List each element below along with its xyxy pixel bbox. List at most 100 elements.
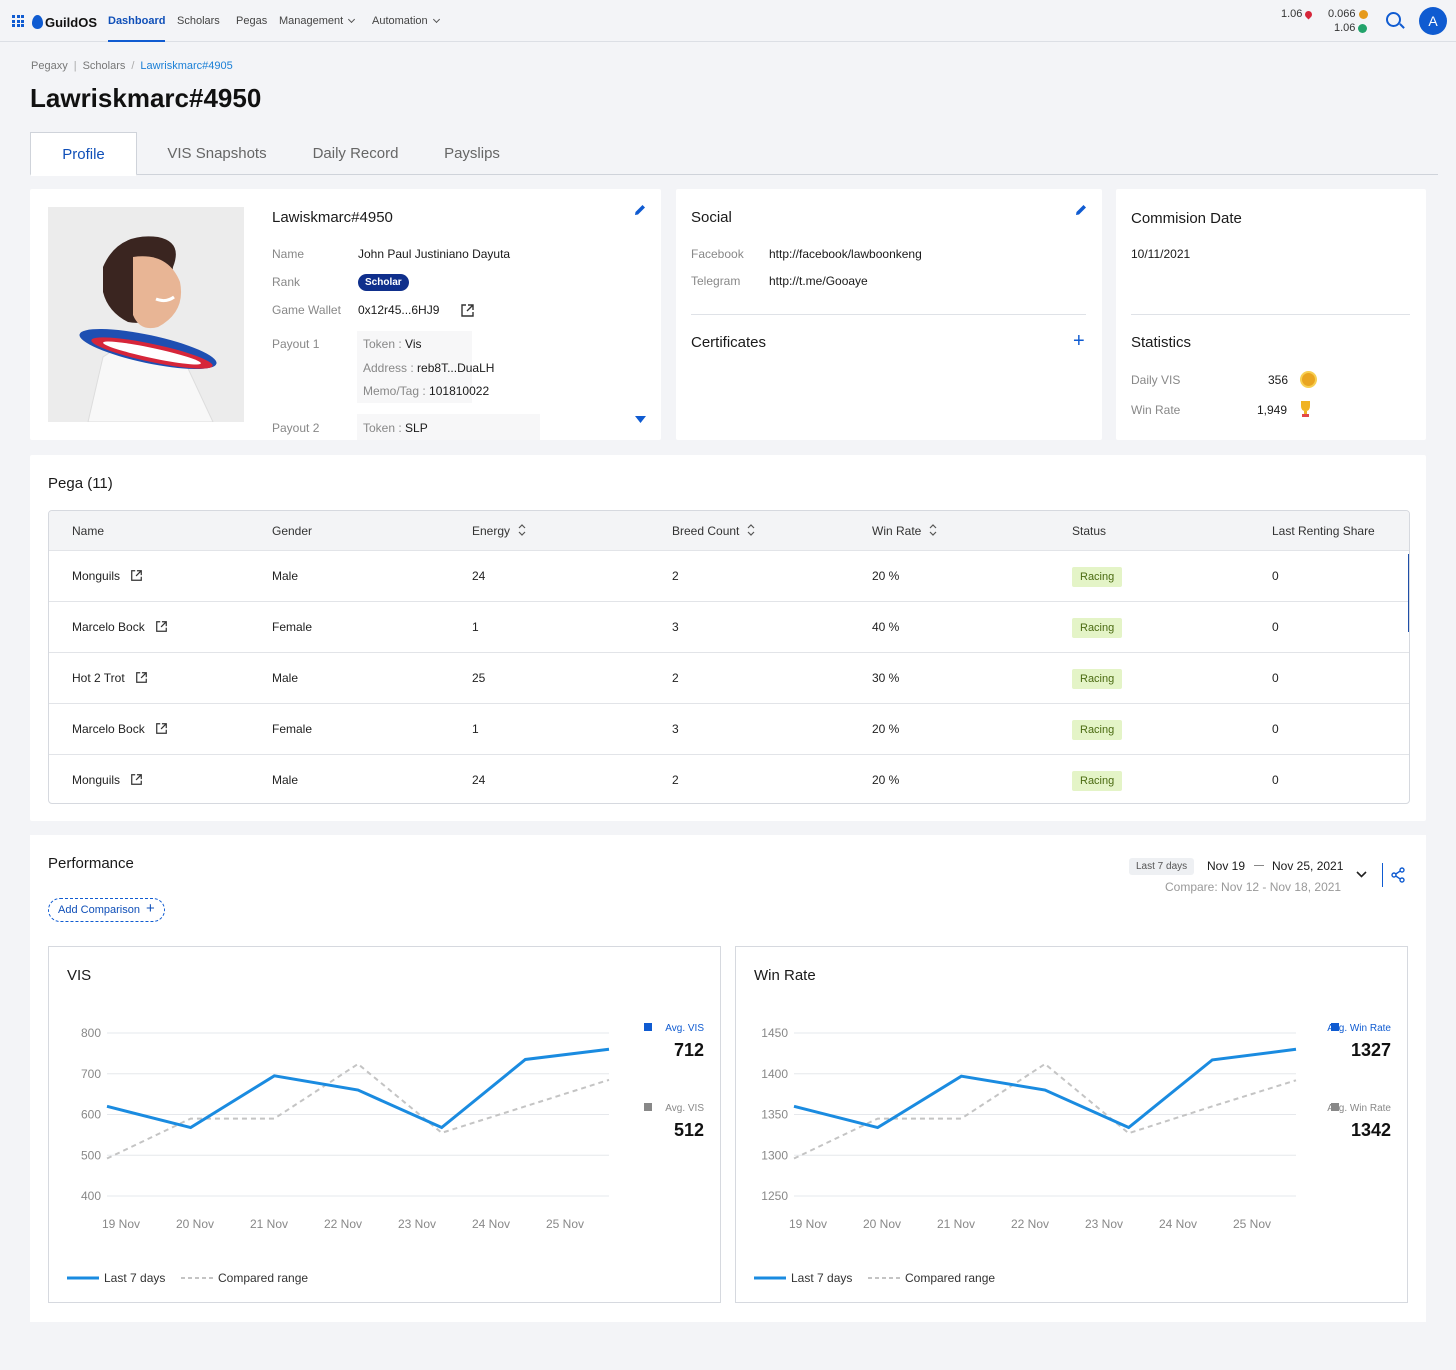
col-energy[interactable]: Energy — [472, 511, 526, 551]
table-scrollbar[interactable] — [1408, 554, 1409, 632]
chart-svg: VIS 400 500 600 700 800 19 Nov 20 Nov 21 Nov 22 N… — [67, 967, 704, 1285]
status-badge: Racing — [1072, 617, 1123, 638]
sort-icon — [518, 524, 526, 536]
share-icon[interactable] — [1390, 867, 1406, 883]
pega-name[interactable]: Marcelo Bock — [72, 722, 145, 736]
pega-name[interactable]: Marcelo Bock — [72, 620, 145, 634]
avg-value: 712 — [674, 1040, 704, 1060]
pega-name-cell[interactable]: Marcelo Bock — [72, 704, 168, 754]
facebook-link[interactable]: http://facebook/lawboonkeng — [769, 247, 922, 261]
payout1-address-label: Address : — [363, 361, 414, 375]
tab-daily-record[interactable]: Daily Record — [312, 145, 399, 162]
external-link-icon[interactable] — [155, 620, 168, 633]
x-tick-label: 25 Nov — [1233, 1217, 1271, 1231]
pega-last-renting-share: 0 — [1272, 569, 1279, 583]
avg-label: Avg. Win Rate — [1327, 1103, 1391, 1114]
gold-coin-icon — [1358, 9, 1368, 19]
tab-payslips[interactable]: Payslips — [444, 145, 500, 162]
avg-swatch — [644, 1103, 652, 1111]
x-tick-label: 23 Nov — [398, 1217, 436, 1231]
external-link-icon[interactable] — [130, 773, 143, 786]
profile-photo — [48, 207, 244, 422]
pega-status-cell: Racing — [1072, 551, 1123, 601]
table-row[interactable]: Monguils Male 24 2 20 % Racing 0 — [49, 754, 1409, 803]
payout2-token-value: SLP — [405, 421, 428, 435]
series-line-compared-range — [106, 1062, 610, 1160]
daily-vis-label: Daily VIS — [1131, 373, 1181, 387]
external-link-icon[interactable] — [460, 303, 475, 318]
table-row[interactable]: Marcelo Bock Female 1 3 20 % Racing 0 — [49, 703, 1409, 754]
chevron-down-icon[interactable] — [1356, 871, 1367, 878]
y-tick-label: 1300 — [761, 1148, 788, 1162]
chart-title: Win Rate — [754, 967, 816, 984]
pega-name-cell[interactable]: Monguils — [72, 551, 143, 601]
logo[interactable]: GuildOS — [32, 12, 97, 32]
tab-profile[interactable]: Profile — [30, 132, 137, 176]
pega-name-cell[interactable]: Monguils — [72, 755, 143, 803]
expand-down-icon[interactable] — [635, 416, 646, 423]
pega-breed-count: 2 — [672, 671, 679, 685]
certificates-title: Certificates — [691, 334, 767, 351]
apps-grid-icon[interactable] — [12, 15, 24, 27]
range-chip[interactable]: Last 7 days — [1129, 858, 1195, 875]
nav-dashboard[interactable]: Dashboard — [108, 0, 166, 42]
telegram-link[interactable]: http://t.me/Gooaye — [769, 274, 868, 288]
balance-c: 1.06 — [1334, 22, 1368, 36]
legend-label-last-7-days: Last 7 days — [104, 1271, 165, 1285]
breadcrumb-current[interactable]: Lawriskmarc#4905 — [140, 60, 233, 72]
pega-name-cell[interactable]: Hot 2 Trot — [72, 653, 148, 703]
legend-label-compared-range: Compared range — [218, 1271, 308, 1285]
edit-profile-pencil-icon[interactable] — [633, 203, 647, 217]
date-from[interactable]: Nov 19 — [1207, 859, 1246, 873]
col-win-rate[interactable]: Win Rate — [872, 511, 937, 551]
table-row[interactable]: Hot 2 Trot Male 25 2 30 % Racing 0 — [49, 652, 1409, 703]
pega-status-cell: Racing — [1072, 602, 1123, 652]
pega-breed-count: 3 — [672, 722, 679, 736]
edit-social-pencil-icon[interactable] — [1074, 203, 1088, 217]
search-icon[interactable] — [1386, 12, 1401, 27]
table-row[interactable]: Monguils Male 24 2 20 % Racing 0 — [49, 550, 1409, 601]
add-comparison-button[interactable]: Add Comparison + — [48, 898, 165, 922]
pega-win-rate: 20 % — [872, 569, 900, 583]
pega-last-renting-share: 0 — [1272, 620, 1279, 634]
x-tick-label: 19 Nov — [102, 1217, 140, 1231]
add-certificate-plus-icon[interactable]: + — [1073, 330, 1085, 352]
vis-chart-card: VIS 400 500 600 700 800 19 Nov 20 Nov 21 Nov 22 N… — [48, 946, 721, 1303]
nav-pegas[interactable]: Pegas — [236, 15, 268, 27]
avg-label: Avg. VIS — [665, 1023, 704, 1034]
external-link-icon[interactable] — [135, 671, 148, 684]
wallet-value: 0x12r45...6HJ9 — [358, 303, 440, 317]
nav-automation[interactable]: Automation — [372, 0, 440, 42]
tab-vis-snapshots[interactable]: VIS Snapshots — [167, 145, 267, 162]
y-tick-label: 1450 — [761, 1026, 788, 1040]
pega-gender: Male — [272, 569, 299, 583]
avg-value: 1327 — [1351, 1040, 1391, 1060]
series-line-last-7-days — [793, 1047, 1297, 1130]
breadcrumb-separator: | — [73, 60, 77, 72]
pega-name[interactable]: Monguils — [72, 773, 121, 787]
series-line-last-7-days — [106, 1047, 610, 1130]
col-breed-count[interactable]: Breed Count — [672, 511, 755, 551]
external-link-icon[interactable] — [155, 722, 168, 735]
x-tick-label: 24 Nov — [1159, 1217, 1197, 1231]
pega-name-cell[interactable]: Marcelo Bock — [72, 602, 168, 652]
user-avatar[interactable]: A — [1419, 7, 1447, 35]
pega-name[interactable]: Hot 2 Trot — [72, 671, 125, 685]
pega-name[interactable]: Monguils — [72, 569, 121, 583]
breadcrumb-pegaxy[interactable]: Pegaxy — [31, 60, 68, 72]
breadcrumb-scholars[interactable]: Scholars — [82, 60, 126, 72]
legend-label-compared-range: Compared range — [905, 1271, 995, 1285]
date-range-dash — [1254, 865, 1264, 866]
nav-scholars[interactable]: Scholars — [177, 15, 220, 27]
pega-win-rate: 20 % — [872, 773, 900, 787]
table-row[interactable]: Marcelo Bock Female 1 3 40 % Racing 0 — [49, 601, 1409, 652]
nav-management[interactable]: Management — [279, 0, 356, 42]
date-to[interactable]: Nov 25, 2021 — [1272, 859, 1344, 873]
x-tick-label: 20 Nov — [863, 1217, 901, 1231]
external-link-icon[interactable] — [130, 569, 143, 582]
col-win-rate-label: Win Rate — [872, 524, 922, 538]
series-line-compared-range — [793, 1062, 1297, 1160]
balance-a-value: 1.06 — [1281, 8, 1303, 20]
pega-gender: Female — [272, 620, 313, 634]
commission-date: 10/11/2021 — [1131, 247, 1191, 261]
